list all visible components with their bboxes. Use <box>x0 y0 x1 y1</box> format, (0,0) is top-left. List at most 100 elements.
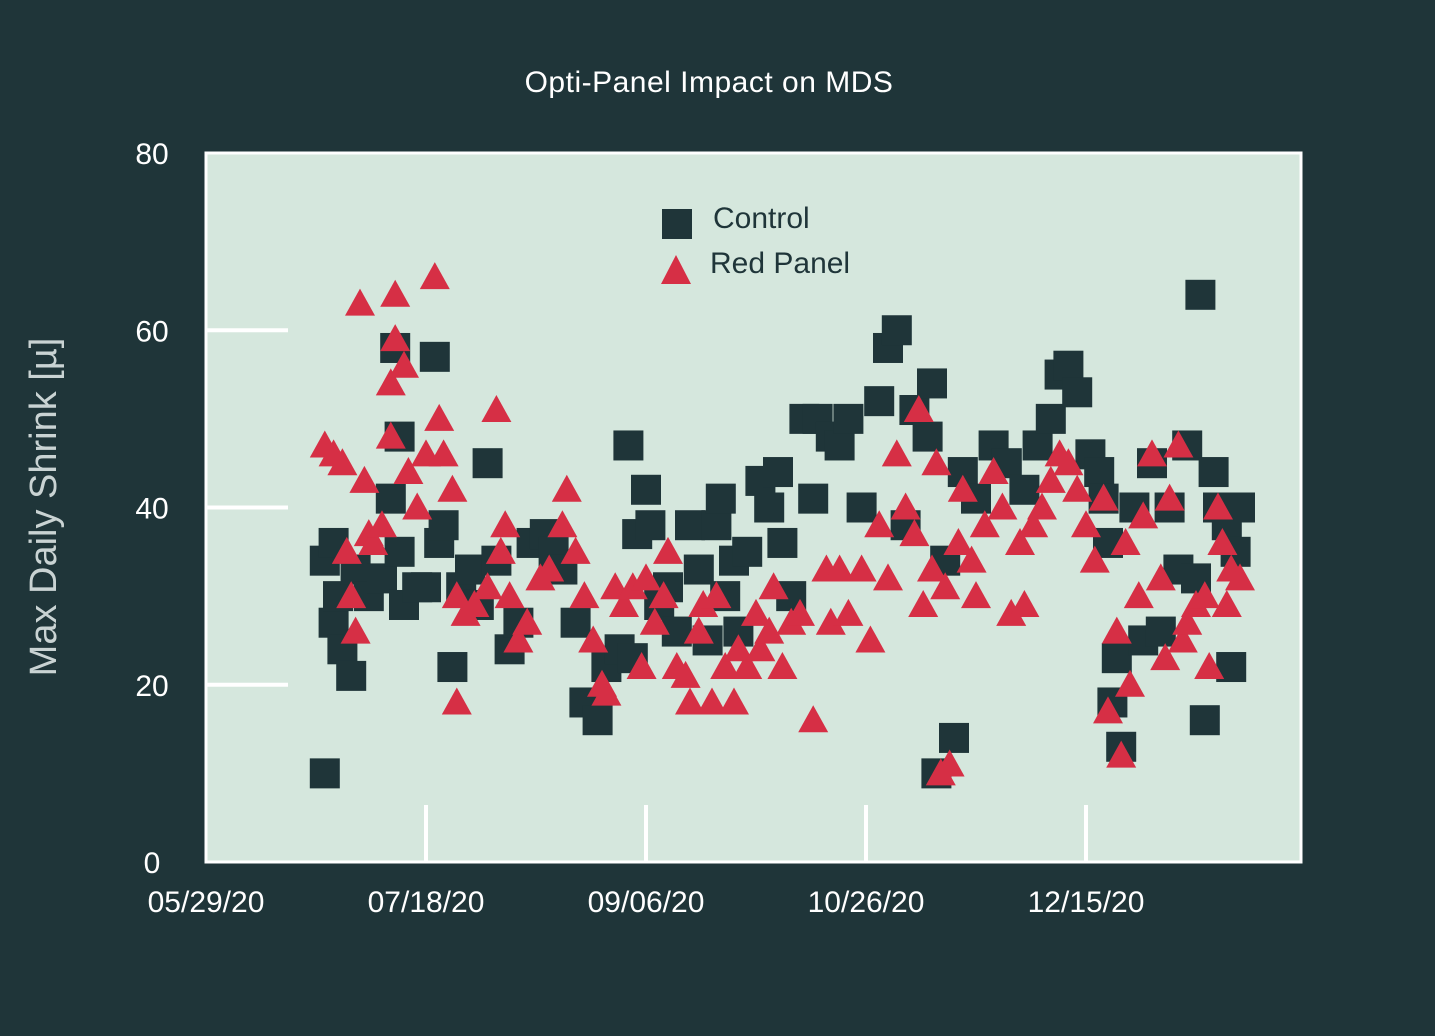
control-point <box>367 563 397 594</box>
red-panel-point <box>1093 696 1123 724</box>
red-panel-point <box>631 563 661 591</box>
control-point <box>428 510 459 541</box>
control-point <box>631 474 661 505</box>
red-panel-point <box>890 492 921 520</box>
chart-title: Opti-Panel Impact on MDS <box>525 66 894 99</box>
red-panel-point <box>710 652 741 680</box>
red-panel-point <box>921 448 952 476</box>
red-panel-point <box>428 439 459 467</box>
red-panel-point <box>490 510 521 538</box>
control-point <box>613 430 644 461</box>
red-panel-point <box>881 439 912 467</box>
red-panel-point <box>732 652 763 680</box>
red-panel-point <box>855 625 886 653</box>
red-panel-point <box>1101 616 1132 644</box>
red-panel-point <box>1203 492 1233 520</box>
red-panel-point <box>1115 669 1145 697</box>
control-point <box>754 492 785 523</box>
red-panel-point <box>917 554 947 582</box>
x-tick-label: 09/06/20 <box>588 886 705 919</box>
red-panel-point <box>833 598 864 626</box>
control-point <box>675 510 705 541</box>
red-panel-point <box>903 395 934 423</box>
control-point <box>767 527 798 558</box>
red-panel-point <box>389 350 419 378</box>
red-panel-point <box>402 492 433 520</box>
red-panel-point <box>956 545 987 573</box>
red-panel-point <box>1088 483 1119 511</box>
y-tick-label: 0 <box>144 847 161 880</box>
x-tick-label: 05/29/20 <box>148 886 265 919</box>
red-panel-point <box>719 687 749 715</box>
red-panel-point <box>1110 527 1141 555</box>
red-panel-point <box>653 536 683 564</box>
red-panel-point <box>1207 527 1238 555</box>
red-panel-point <box>947 474 978 502</box>
control-point <box>1062 377 1093 408</box>
red-panel-point <box>336 581 367 609</box>
control-point <box>939 722 969 753</box>
data-points <box>309 262 1255 789</box>
red-panel-point <box>512 607 543 635</box>
red-panel-point <box>741 598 771 626</box>
y-axis-label: Max Daily Shrink [µ] <box>23 338 65 677</box>
control-point <box>1022 430 1053 461</box>
red-panel-point <box>846 554 877 582</box>
control-point <box>798 483 829 514</box>
red-panel-point <box>930 572 961 600</box>
red-panel-point <box>873 563 903 591</box>
control-point <box>701 510 732 541</box>
red-panel-point <box>1018 510 1049 538</box>
red-panel-point <box>675 687 705 715</box>
red-panel-point <box>978 457 1009 485</box>
red-panel-point <box>481 395 512 423</box>
control-point <box>881 315 912 346</box>
red-panel-point <box>996 598 1027 626</box>
control-point <box>833 403 864 434</box>
red-panel-point <box>349 465 380 493</box>
red-panel-point <box>1225 563 1255 591</box>
x-axis-ticks: 05/29/20 07/18/20 09/06/20 10/26/20 12/15/20 <box>148 886 1145 919</box>
red-panel-point <box>327 448 358 476</box>
red-panel-point <box>1189 581 1220 609</box>
legend-red-panel-swatch <box>661 255 691 284</box>
red-panel-point <box>1005 527 1035 555</box>
red-panel-point <box>1137 439 1167 467</box>
control-point <box>384 536 415 567</box>
x-tick-label: 12/15/20 <box>1028 886 1145 919</box>
red-panel-point <box>375 421 406 449</box>
red-panel-point <box>864 510 895 538</box>
red-panel-point <box>969 510 1000 538</box>
red-panel-point <box>393 457 424 485</box>
control-point <box>1084 457 1115 488</box>
red-panel-point <box>441 687 472 715</box>
red-panel-point <box>534 554 565 582</box>
red-panel-point <box>824 554 855 582</box>
red-panel-point <box>1053 448 1084 476</box>
red-panel-point <box>745 634 776 662</box>
red-panel-point <box>639 607 670 635</box>
control-point <box>705 483 736 514</box>
control-point <box>1189 705 1220 736</box>
red-panel-point <box>688 589 719 617</box>
red-panel-point <box>358 527 389 555</box>
control-point <box>683 554 714 585</box>
control-point <box>411 572 441 603</box>
red-panel-point <box>1071 510 1101 538</box>
red-panel-point <box>987 492 1018 520</box>
red-panel-point <box>437 474 468 502</box>
red-panel-point <box>494 581 525 609</box>
red-panel-point <box>1035 465 1066 493</box>
control-point <box>336 660 367 691</box>
control-point <box>732 536 763 567</box>
red-panel-point <box>503 625 534 653</box>
red-panel-point <box>617 572 648 600</box>
red-panel-point <box>1123 581 1154 609</box>
control-point <box>437 652 468 683</box>
red-panel-point <box>754 616 785 644</box>
control-point <box>318 607 349 638</box>
control-point <box>1009 474 1040 505</box>
control-point <box>1185 279 1216 310</box>
control-point <box>472 448 503 479</box>
red-panel-point <box>485 536 516 564</box>
